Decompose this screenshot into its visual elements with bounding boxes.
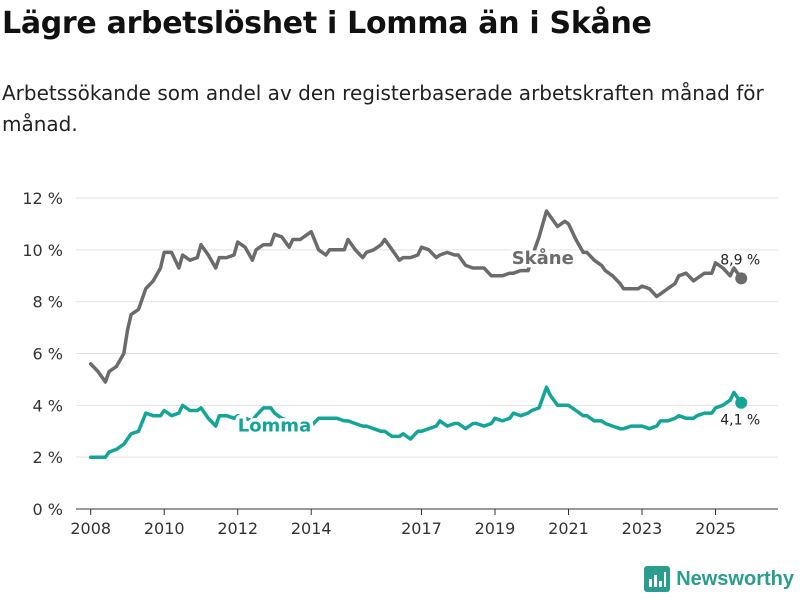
y-tick-label: 10 %: [22, 241, 63, 260]
newsworthy-logo-icon: [644, 566, 671, 592]
y-tick-label: 8 %: [33, 293, 63, 312]
chart-subtitle: Arbetssökande som andel av den registerb…: [2, 81, 764, 136]
x-tick-label: 2014: [291, 519, 332, 538]
brand-name: Newsworthy: [676, 567, 794, 590]
gridlines: [76, 197, 778, 510]
x-tick-label: 2023: [622, 519, 663, 538]
x-tick-label: 2008: [70, 519, 111, 538]
series-labels: 8,9 % 4,1 % Skåne Lomma: [234, 244, 760, 440]
x-tick-label: 2017: [401, 519, 442, 538]
y-tick-label: 12 %: [22, 189, 63, 208]
y-axis-ticks: 0 % 2 % 4 % 6 % 8 % 10 % 12 %: [22, 189, 63, 519]
chart-title: Lägre arbetslöshet i Lomma än i Skåne: [2, 6, 652, 41]
series-line-lomma: [88, 385, 743, 459]
y-tick-label: 2 %: [33, 448, 63, 467]
end-value-label: 4,1 %: [720, 413, 760, 429]
y-tick-label: 4 %: [33, 396, 63, 415]
y-tick-label: 0 %: [33, 500, 63, 519]
y-tick-label: 6 %: [33, 345, 63, 364]
end-value-label: 8,9 %: [720, 252, 760, 268]
x-tick-label: 2010: [144, 519, 185, 538]
series-line-skane: [88, 209, 743, 384]
end-point-1: [735, 396, 748, 409]
x-tick-label: 2012: [217, 519, 258, 538]
x-tick-label: 2025: [695, 519, 736, 538]
x-axis: 2008 2010 2012 2014 2017 2019 2021 2023 2025: [70, 508, 778, 538]
x-tick-label: 2019: [475, 519, 516, 538]
x-tick-label: 2021: [548, 519, 589, 538]
series-name-label: Lomma: [238, 415, 312, 436]
series-lines: [88, 209, 748, 459]
brand-logo: Newsworthy: [644, 566, 794, 592]
end-point-0: [735, 272, 748, 285]
series-name-label: Skåne: [512, 247, 574, 269]
